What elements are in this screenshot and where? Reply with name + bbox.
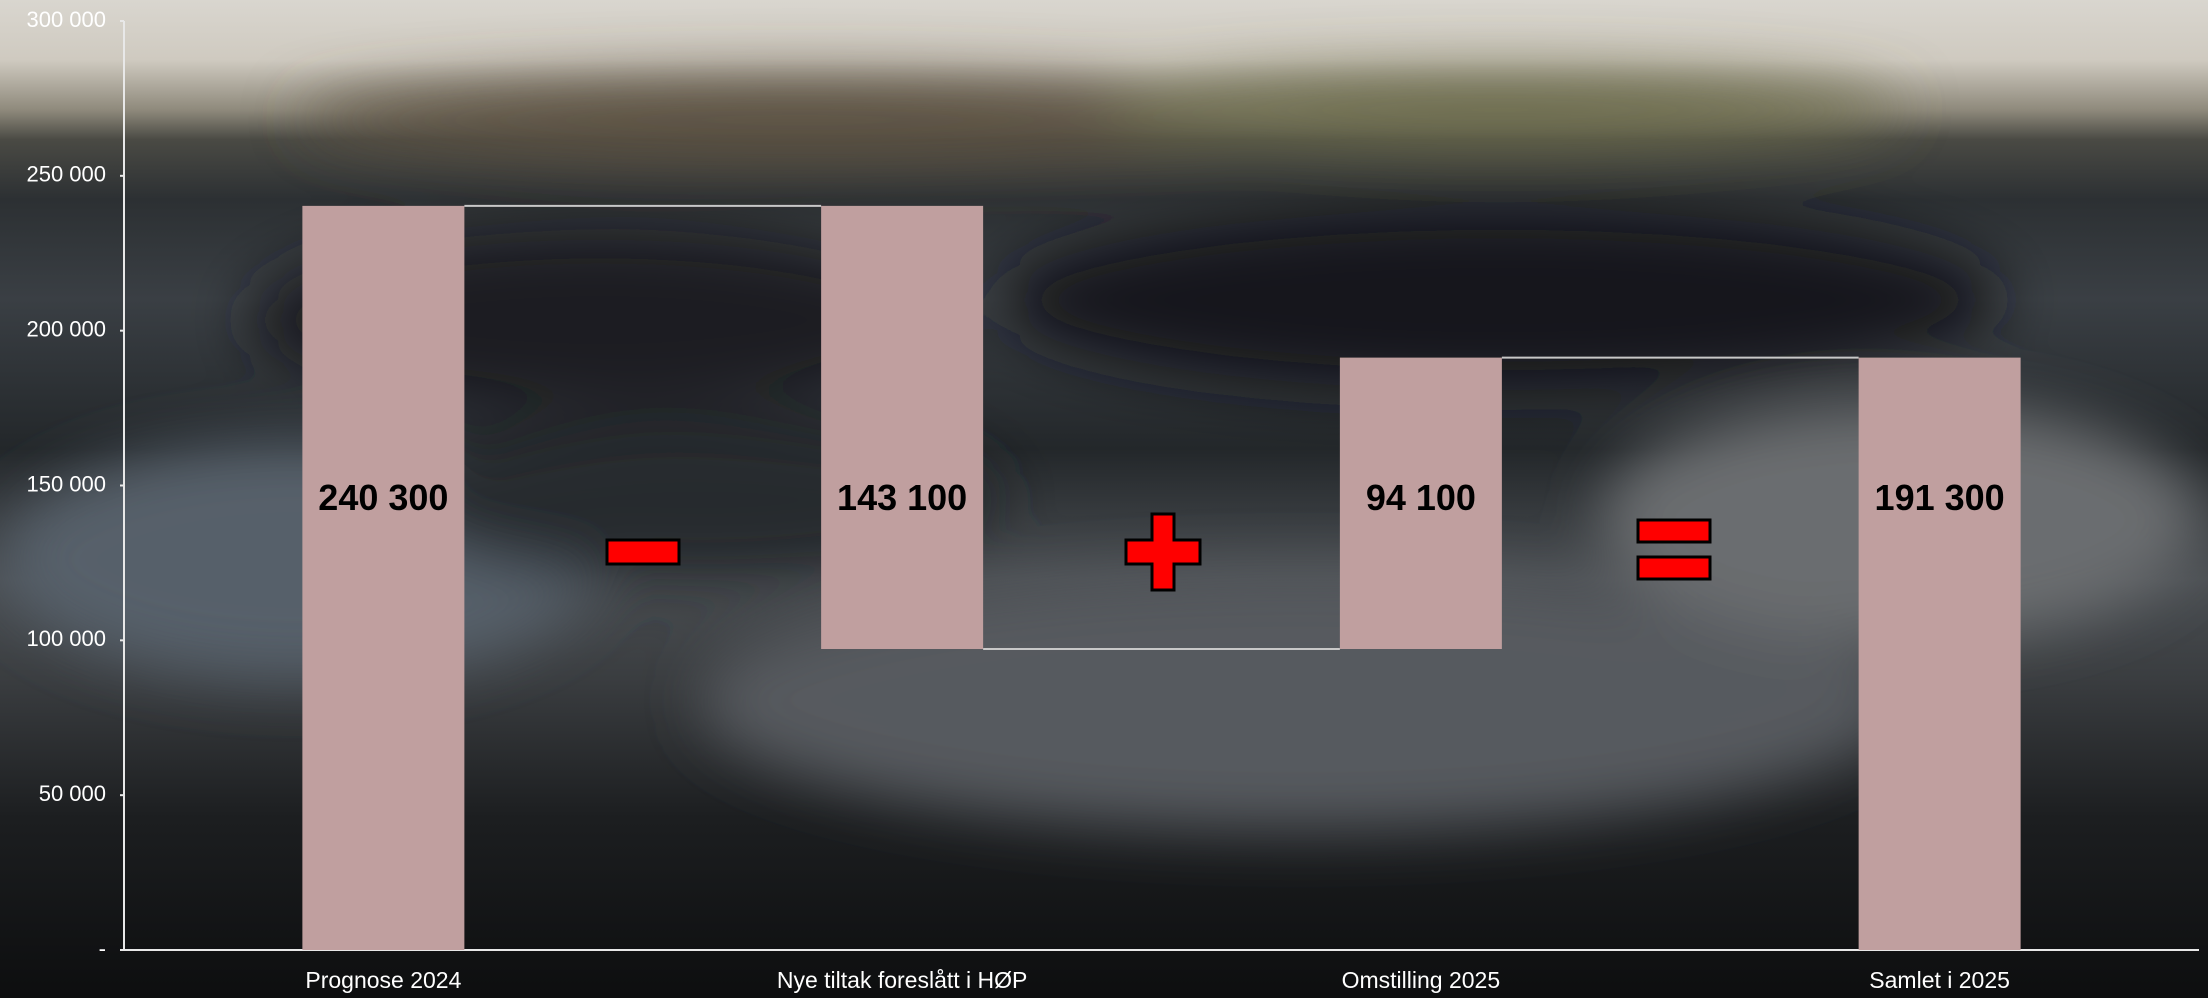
plus-icon bbox=[1124, 512, 1202, 592]
y-tick-label: 150 000 bbox=[26, 471, 106, 496]
equals-icon-top bbox=[1636, 518, 1712, 544]
operators bbox=[605, 512, 1712, 592]
bar bbox=[821, 205, 984, 650]
value-label: 240 300 bbox=[318, 477, 448, 518]
y-tick-label: 300 000 bbox=[26, 7, 106, 32]
y-tick-label: 250 000 bbox=[26, 162, 106, 187]
plot: - 50 000 100 000 150 000 200 000 250 000 300 0… bbox=[26, 7, 2199, 993]
x-tick-label: Prognose 2024 bbox=[305, 967, 461, 993]
bar bbox=[1858, 357, 2021, 950]
value-label: 94 100 bbox=[1366, 477, 1476, 518]
x-tick-label: Omstilling 2025 bbox=[1342, 967, 1501, 993]
bar bbox=[1339, 357, 1502, 650]
y-tick-label: 200 000 bbox=[26, 316, 106, 341]
bar bbox=[302, 205, 465, 951]
y-tick-label: 100 000 bbox=[26, 626, 106, 651]
minus-icon bbox=[605, 538, 681, 566]
value-label: 143 100 bbox=[837, 477, 967, 518]
y-tick-label: 50 000 bbox=[39, 781, 106, 806]
value-label: 191 300 bbox=[1875, 477, 2005, 518]
equals-icon-bottom bbox=[1636, 555, 1712, 581]
x-tick-label: Samlet i 2025 bbox=[1869, 967, 2010, 993]
y-tick-label: - bbox=[99, 936, 106, 961]
x-tick-label: Nye tiltak foreslått i HØP bbox=[777, 967, 1028, 993]
